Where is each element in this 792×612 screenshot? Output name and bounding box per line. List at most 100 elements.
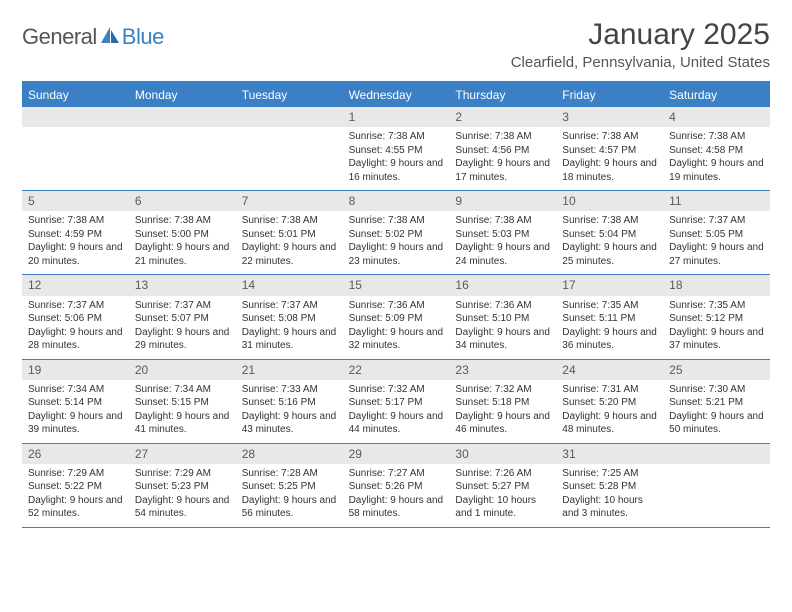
- daylight-line-label: Daylight:: [562, 411, 601, 422]
- day-details: Sunrise: 7:38 AMSunset: 4:59 PMDaylight:…: [22, 211, 129, 274]
- day-details: Sunrise: 7:37 AMSunset: 5:07 PMDaylight:…: [129, 296, 236, 359]
- sunset-line-label: Sunset:: [562, 313, 596, 324]
- sunrise-line-label: Sunrise:: [669, 131, 706, 142]
- sunrise-line-value: 7:38 AM: [388, 131, 425, 142]
- calendar-day: 1Sunrise: 7:38 AMSunset: 4:55 PMDaylight…: [343, 107, 450, 190]
- sunset-line: Sunset: 5:20 PM: [562, 396, 657, 410]
- calendar-day: 9Sunrise: 7:38 AMSunset: 5:03 PMDaylight…: [449, 191, 556, 274]
- daylight-line-label: Daylight:: [455, 495, 494, 506]
- sunrise-line: Sunrise: 7:32 AM: [349, 383, 444, 397]
- day-number: 24: [556, 360, 663, 380]
- sunset-line-label: Sunset:: [669, 397, 703, 408]
- daylight-line-label: Daylight:: [242, 242, 281, 253]
- day-number: 12: [22, 275, 129, 295]
- sunset-line: Sunset: 5:17 PM: [349, 396, 444, 410]
- sunrise-line-value: 7:35 AM: [709, 300, 746, 311]
- sunrise-line-label: Sunrise:: [455, 131, 492, 142]
- sunrise-line: Sunrise: 7:35 AM: [669, 299, 764, 313]
- calendar-day: 15Sunrise: 7:36 AMSunset: 5:09 PMDayligh…: [343, 275, 450, 358]
- day-number: 27: [129, 444, 236, 464]
- sunrise-line-value: 7:34 AM: [67, 384, 104, 395]
- daylight-line: Daylight: 9 hours and 23 minutes.: [349, 241, 444, 268]
- location-subtitle: Clearfield, Pennsylvania, United States: [511, 54, 770, 71]
- sunrise-line-value: 7:37 AM: [174, 300, 211, 311]
- calendar-week: 1Sunrise: 7:38 AMSunset: 4:55 PMDaylight…: [22, 107, 770, 191]
- day-details: Sunrise: 7:36 AMSunset: 5:09 PMDaylight:…: [343, 296, 450, 359]
- sunset-line-label: Sunset:: [28, 481, 62, 492]
- sunset-line-value: 4:59 PM: [65, 229, 102, 240]
- daylight-line-label: Daylight:: [349, 495, 388, 506]
- sunset-line-value: 5:05 PM: [706, 229, 743, 240]
- sunrise-line: Sunrise: 7:29 AM: [28, 467, 123, 481]
- daylight-line-label: Daylight:: [562, 242, 601, 253]
- sunset-line: Sunset: 5:15 PM: [135, 396, 230, 410]
- sunset-line-label: Sunset:: [349, 313, 383, 324]
- calendar-week: 12 Sunrise: 7:37 AM Sunset: 5:06 PM Dayligh…: [22, 275, 770, 359]
- sunrise-line-value: 7:32 AM: [388, 384, 425, 395]
- title-block: January 2025 Clearfield, Pennsylvania, U…: [511, 18, 770, 71]
- sunrise-line-value: 7:27 AM: [388, 468, 425, 479]
- sunset-line-label: Sunset:: [28, 229, 62, 240]
- sunrise-line: Sunrise: 7:38 AM: [28, 214, 123, 228]
- day-number: 11: [663, 191, 770, 211]
- day-details: Sunrise: 7:32 AMSunset: 5:17 PMDaylight:…: [343, 380, 450, 443]
- sunrise-line-label: Sunrise:: [242, 215, 279, 226]
- sunset-line-label: Sunset:: [135, 313, 169, 324]
- daylight-line-label: Daylight:: [242, 495, 281, 506]
- day-details: Sunrise: 7:38 AMSunset: 5:00 PMDaylight:…: [129, 211, 236, 274]
- day-number: 10: [556, 191, 663, 211]
- weekday-header-row: SundayMondayTuesdayWednesdayThursdayFrid…: [22, 83, 770, 107]
- sunset-line: Sunset: 5:18 PM: [455, 396, 550, 410]
- sunrise-line: Sunrise: 7:38 AM: [455, 130, 550, 144]
- sunrise-line-value: 7:37 AM: [709, 215, 746, 226]
- sunrise-line-label: Sunrise:: [349, 468, 386, 479]
- daylight-line: Daylight: 10 hours and 3 minutes.: [562, 494, 657, 521]
- daylight-line-label: Daylight:: [135, 242, 174, 253]
- sunrise-line: Sunrise: 7:38 AM: [135, 214, 230, 228]
- sunrise-line-label: Sunrise:: [562, 300, 599, 311]
- day-details: Sunrise: 7:33 AMSunset: 5:16 PMDaylight:…: [236, 380, 343, 443]
- sunrise-line-value: 7:38 AM: [281, 215, 318, 226]
- day-details: Sunrise: 7:38 AMSunset: 4:57 PMDaylight:…: [556, 127, 663, 190]
- daylight-line-label: Daylight:: [669, 158, 708, 169]
- daylight-line: Daylight: 9 hours and 21 minutes.: [135, 241, 230, 268]
- day-details: Sunrise: 7:38 AMSunset: 5:02 PMDaylight:…: [343, 211, 450, 274]
- calendar-day: 2Sunrise: 7:38 AMSunset: 4:56 PMDaylight…: [449, 107, 556, 190]
- calendar-day: 22Sunrise: 7:32 AMSunset: 5:17 PMDayligh…: [343, 360, 450, 443]
- sunrise-line-value: 7:30 AM: [709, 384, 746, 395]
- sunset-line-value: 5:20 PM: [599, 397, 636, 408]
- daylight-line: Daylight: 9 hours and 41 minutes.: [135, 410, 230, 437]
- sunset-line: Sunset: 5:04 PM: [562, 228, 657, 242]
- sunset-line-label: Sunset:: [455, 397, 489, 408]
- day-details: Sunrise: 7:38 AMSunset: 4:55 PMDaylight:…: [343, 127, 450, 190]
- sunset-line-value: 5:27 PM: [492, 481, 529, 492]
- daylight-line-label: Daylight:: [669, 411, 708, 422]
- calendar-day: [663, 444, 770, 527]
- calendar-day: 25Sunrise: 7:30 AMSunset: 5:21 PMDayligh…: [663, 360, 770, 443]
- day-number: 2: [449, 107, 556, 127]
- sunset-line: Sunset: 4:55 PM: [349, 144, 444, 158]
- calendar-day: 19Sunrise: 7:34 AMSunset: 5:14 PMDayligh…: [22, 360, 129, 443]
- sunset-line-label: Sunset:: [242, 397, 276, 408]
- sunrise-line-value: 7:38 AM: [388, 215, 425, 226]
- sunset-line-label: Sunset:: [562, 397, 596, 408]
- daylight-line-label: Daylight:: [562, 327, 601, 338]
- day-number: 14: [236, 275, 343, 295]
- sunset-line: Sunset: 5:09 PM: [349, 312, 444, 326]
- sunrise-line-label: Sunrise:: [455, 384, 492, 395]
- daylight-line: Daylight: 9 hours and 34 minutes.: [455, 326, 550, 353]
- sunrise-line-value: 7:31 AM: [602, 384, 639, 395]
- day-number: 31: [556, 444, 663, 464]
- sunset-line: Sunset: 5:02 PM: [349, 228, 444, 242]
- daylight-line: Daylight: 9 hours and 27 minutes.: [669, 241, 764, 268]
- sunset-line-value: 5:14 PM: [65, 397, 102, 408]
- sunrise-line-label: Sunrise:: [242, 468, 279, 479]
- calendar-day: [236, 107, 343, 190]
- calendar-day: 7Sunrise: 7:38 AMSunset: 5:01 PMDaylight…: [236, 191, 343, 274]
- sunset-line-label: Sunset:: [455, 229, 489, 240]
- sunset-line-label: Sunset:: [349, 229, 383, 240]
- sunrise-line-label: Sunrise:: [562, 131, 599, 142]
- sunset-line-value: 5:06 PM: [65, 313, 102, 324]
- sunset-line-label: Sunset:: [242, 229, 276, 240]
- sunset-line-value: 5:18 PM: [492, 397, 529, 408]
